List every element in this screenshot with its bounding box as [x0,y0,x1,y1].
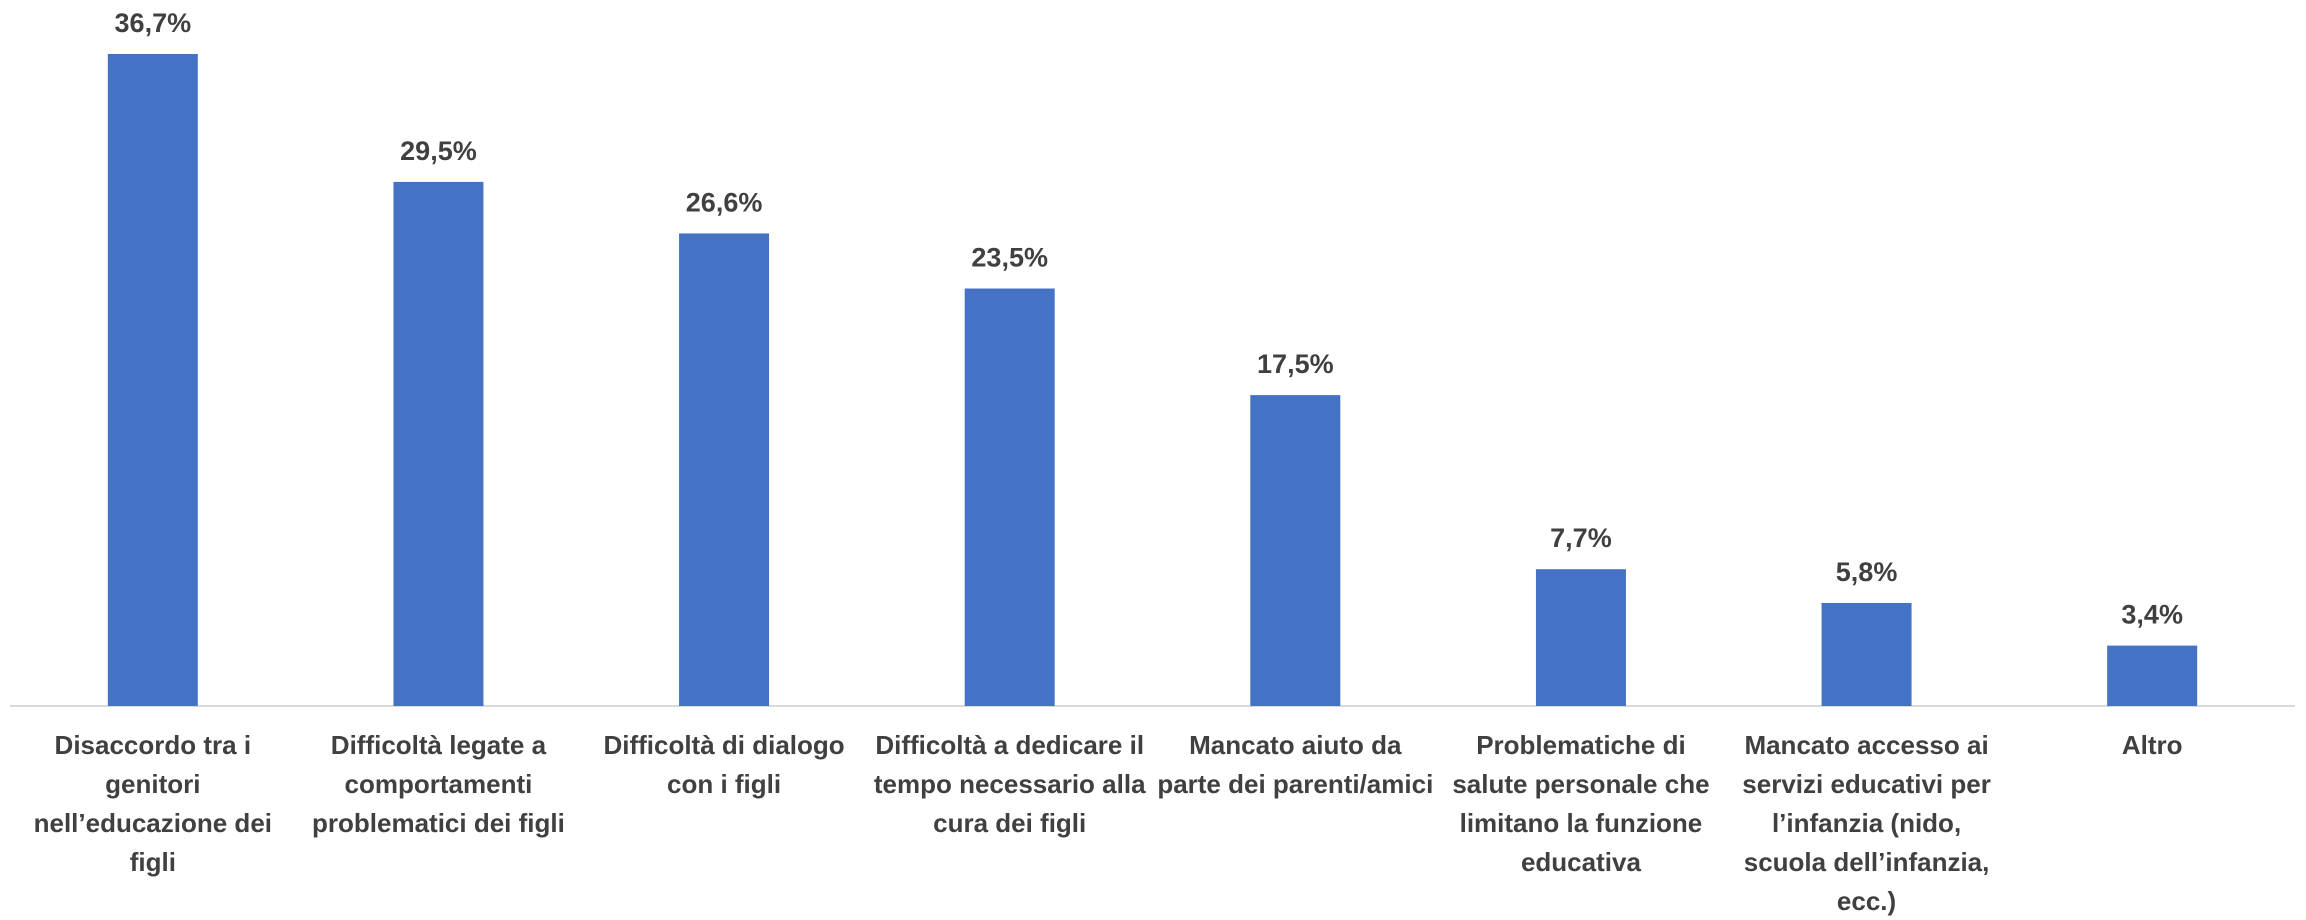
value-label: 3,4% [2121,600,2183,630]
x-tick-label: Difficoltà legate a comportamenti proble… [312,730,565,838]
x-tick-label: Disaccordo tra i genitori nell’educazion… [33,730,273,877]
bar [393,181,484,706]
value-label: 5,8% [1836,557,1898,587]
value-label: 7,7% [1550,523,1612,553]
value-label: 23,5% [971,243,1048,273]
bar [1250,395,1341,706]
x-tick-label: Difficoltà a dedicare il tempo necessari… [873,730,1146,838]
value-label: 29,5% [400,136,477,166]
bar [2107,645,2198,706]
bar [1821,602,1912,706]
x-tick-label: Mancato aiuto da parte dei parenti/amici [1157,730,1434,799]
bar [679,233,770,707]
x-tick-label: Mancato accesso ai servizi educativi per… [1742,730,1991,916]
x-tick-label: Difficoltà di dialogo con i figli [603,730,845,799]
bar [1535,569,1626,706]
value-label: 17,5% [1257,349,1334,379]
bar [964,288,1055,706]
bar [107,54,198,706]
x-tick-label: Altro [2121,730,2183,760]
value-label: 26,6% [686,187,763,217]
value-label: 36,7% [115,8,192,38]
x-tick-label: Problematiche di salute personale che li… [1452,730,1710,877]
